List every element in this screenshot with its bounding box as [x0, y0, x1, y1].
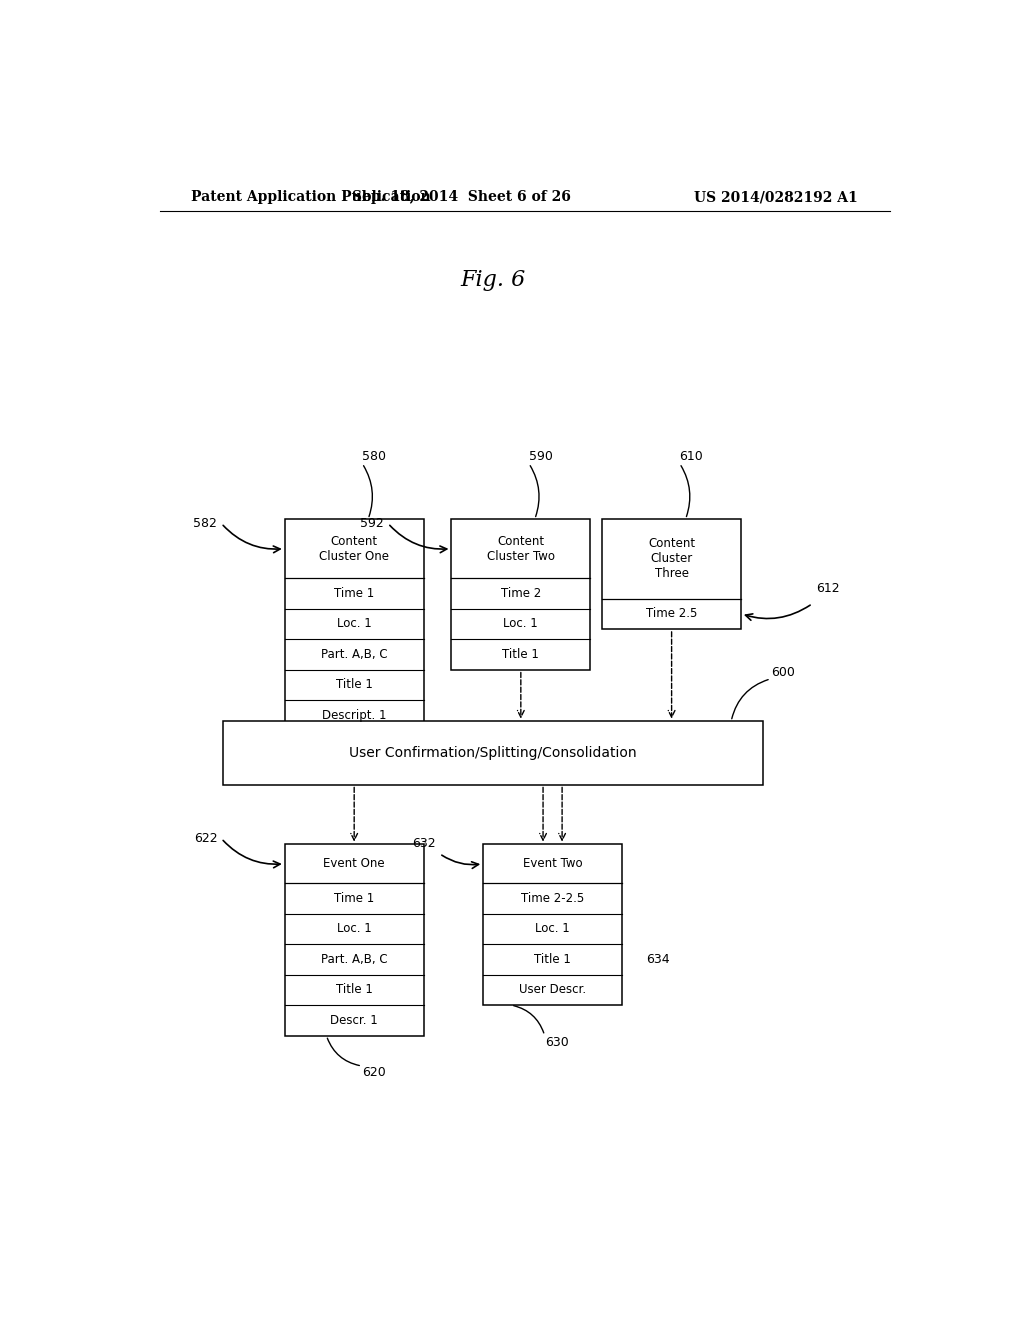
FancyArrowPatch shape — [351, 726, 357, 733]
FancyArrowPatch shape — [540, 787, 547, 840]
FancyArrowPatch shape — [530, 466, 539, 516]
FancyArrowPatch shape — [351, 787, 357, 840]
Text: 634: 634 — [646, 953, 670, 966]
Text: 620: 620 — [362, 1067, 386, 1078]
Text: Loc. 1: Loc. 1 — [504, 618, 539, 631]
Text: 632: 632 — [412, 837, 435, 850]
Text: 610: 610 — [680, 450, 703, 463]
Text: Title 1: Title 1 — [535, 953, 571, 966]
Text: Time 1: Time 1 — [334, 587, 375, 599]
Text: User Descr.: User Descr. — [519, 983, 586, 997]
Text: 622: 622 — [194, 832, 217, 845]
Text: 580: 580 — [362, 450, 386, 463]
FancyArrowPatch shape — [732, 680, 768, 719]
Text: Loc. 1: Loc. 1 — [536, 923, 570, 936]
Text: Part. A,B, C: Part. A,B, C — [321, 648, 387, 661]
Text: User Confirmation/Splitting/Consolidation: User Confirmation/Splitting/Consolidatio… — [349, 746, 637, 760]
Text: Time 2-2.5: Time 2-2.5 — [521, 892, 585, 904]
FancyArrowPatch shape — [681, 466, 690, 516]
FancyArrowPatch shape — [328, 1038, 359, 1065]
Bar — [452, 519, 590, 669]
FancyArrowPatch shape — [517, 672, 524, 717]
Text: Time 1: Time 1 — [334, 892, 375, 904]
Text: 600: 600 — [771, 665, 795, 678]
FancyArrowPatch shape — [223, 525, 281, 553]
FancyArrowPatch shape — [559, 787, 565, 840]
Text: Sep. 18, 2014  Sheet 6 of 26: Sep. 18, 2014 Sheet 6 of 26 — [352, 190, 570, 205]
Text: Content
Cluster
Three: Content Cluster Three — [648, 537, 695, 581]
FancyArrowPatch shape — [441, 855, 478, 869]
Text: Fig. 6: Fig. 6 — [461, 269, 525, 292]
Text: Event Two: Event Two — [523, 857, 583, 870]
Text: Loc. 1: Loc. 1 — [337, 923, 372, 936]
Bar — [223, 722, 763, 784]
Text: Title 1: Title 1 — [503, 648, 540, 661]
Text: Part. A,B, C: Part. A,B, C — [321, 953, 387, 966]
Text: 590: 590 — [528, 450, 553, 463]
FancyArrowPatch shape — [745, 605, 810, 620]
Text: Patent Application Publication: Patent Application Publication — [191, 190, 431, 205]
Text: Descript. 1: Descript. 1 — [322, 709, 386, 722]
Bar — [602, 519, 741, 630]
Text: 612: 612 — [816, 582, 840, 595]
Text: Time 2.5: Time 2.5 — [646, 607, 697, 620]
Text: US 2014/0282192 A1: US 2014/0282192 A1 — [694, 190, 858, 205]
Text: 630: 630 — [545, 1036, 568, 1048]
FancyArrowPatch shape — [390, 525, 446, 553]
Text: 592: 592 — [360, 517, 384, 529]
Text: Time 2: Time 2 — [501, 587, 541, 599]
Bar — [285, 519, 424, 731]
Text: Content
Cluster One: Content Cluster One — [319, 535, 389, 562]
Text: Title 1: Title 1 — [336, 678, 373, 692]
FancyArrowPatch shape — [364, 466, 373, 516]
Text: 582: 582 — [194, 517, 217, 529]
Bar — [285, 845, 424, 1036]
Bar — [483, 845, 622, 1005]
FancyArrowPatch shape — [223, 841, 281, 867]
Text: Loc. 1: Loc. 1 — [337, 618, 372, 631]
Text: Event One: Event One — [324, 857, 385, 870]
FancyArrowPatch shape — [514, 1006, 544, 1034]
Text: Content
Cluster Two: Content Cluster Two — [486, 535, 555, 562]
Text: Descr. 1: Descr. 1 — [331, 1014, 378, 1027]
FancyArrowPatch shape — [669, 632, 675, 717]
Text: Title 1: Title 1 — [336, 983, 373, 997]
